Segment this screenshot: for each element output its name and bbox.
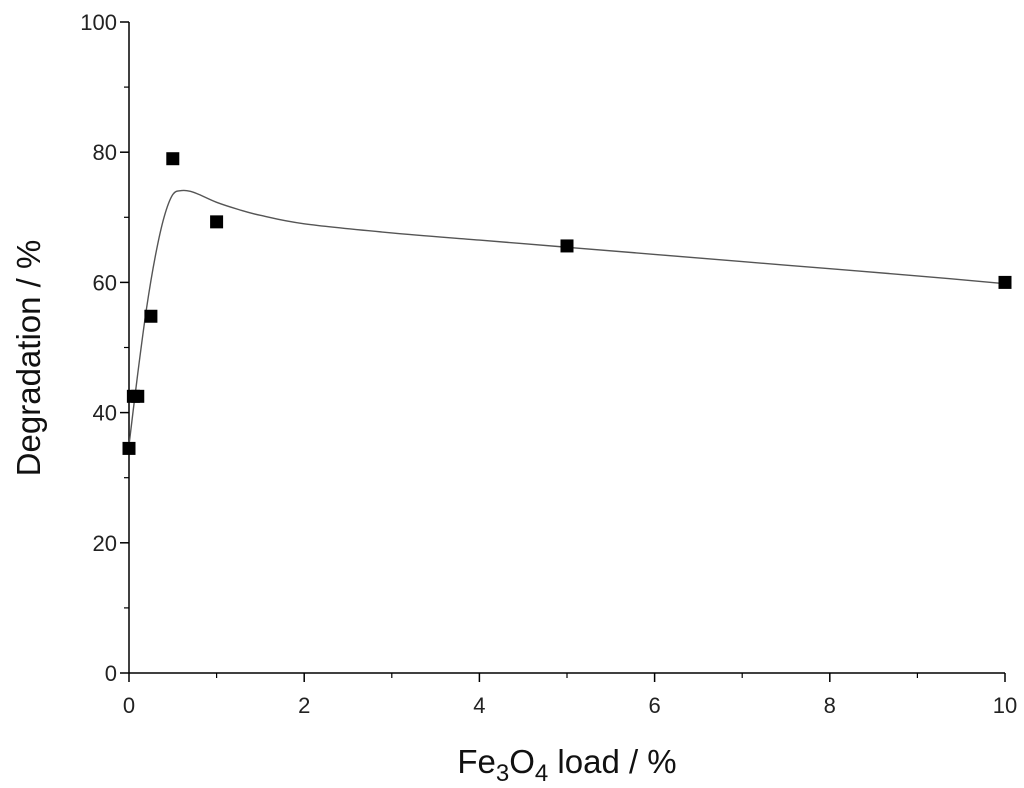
- y-tick-label: 40: [93, 401, 117, 426]
- data-point: [210, 215, 224, 229]
- fit-curve: [128, 189, 1006, 446]
- x-tick-label: 6: [648, 693, 660, 718]
- data-point: [144, 309, 158, 323]
- y-axis-ticks: 0 20 40 60 80 100: [80, 10, 129, 686]
- data-point: [131, 389, 145, 403]
- x-axis-title: Fe3O4 load / %: [457, 743, 676, 787]
- x-tick-label: 2: [298, 693, 310, 718]
- x-tick-label: 4: [473, 693, 485, 718]
- data-point: [122, 441, 136, 455]
- y-tick-label: 80: [93, 140, 117, 165]
- y-tick-label: 20: [93, 531, 117, 556]
- y-tick-label: 0: [105, 661, 117, 686]
- x-tick-label: 0: [123, 693, 135, 718]
- data-point: [998, 275, 1012, 289]
- fit-curve-layer: [128, 189, 1006, 446]
- x-tick-label: 10: [993, 693, 1017, 718]
- data-point: [166, 152, 180, 166]
- y-tick-label: 100: [80, 10, 117, 35]
- y-tick-label: 60: [93, 270, 117, 295]
- axes: [128, 22, 1005, 674]
- x-tick-label: 8: [824, 693, 836, 718]
- data-points: [122, 152, 1012, 455]
- x-axis-ticks: 0 2 4 6 8 10: [123, 673, 1017, 718]
- y-axis-title: Degradation / %: [10, 240, 47, 477]
- data-point: [560, 239, 574, 253]
